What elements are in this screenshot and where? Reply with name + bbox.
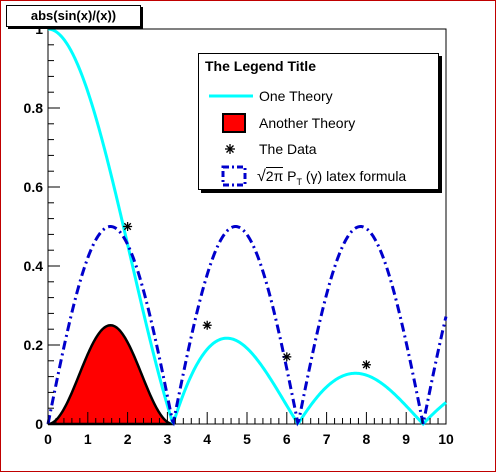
x-tick-label-0: 0 xyxy=(44,431,52,447)
legend-label-the-data: The Data xyxy=(259,141,317,157)
x-tick-label-8: 8 xyxy=(363,431,371,447)
series-latex-formula-line xyxy=(46,224,448,427)
x-tick-label-7: 7 xyxy=(323,431,331,447)
formula-p: P xyxy=(287,168,297,184)
sqrt-sign: √ xyxy=(257,168,266,185)
data-point-1 xyxy=(123,222,133,231)
x-tick-label-9: 9 xyxy=(402,431,410,447)
legend-entry-another-theory: Another Theory xyxy=(199,111,435,135)
series-another-theory-area xyxy=(47,323,174,426)
formula-rest: (γ) latex formula xyxy=(301,168,407,184)
x-tick-label-6: 6 xyxy=(283,431,291,447)
formula-subscript: T xyxy=(296,176,302,187)
data-point-2 xyxy=(202,320,212,330)
y-tick-label-0.4: 0.4 xyxy=(24,258,44,274)
legend-label-latex-formula: √2π PT (γ) latex formula xyxy=(257,167,407,187)
legend-symbol-line xyxy=(209,94,253,98)
plot-title: abs(sin(x)/(x)) xyxy=(6,5,141,27)
legend: The Legend Title One Theory Another Theo… xyxy=(198,53,439,190)
legend-label-one-theory: One Theory xyxy=(259,88,333,104)
x-tick-label-10: 10 xyxy=(438,431,454,447)
y-tick-label-0.6: 0.6 xyxy=(24,179,44,195)
x-tick-label-2: 2 xyxy=(124,431,132,447)
data-point-4 xyxy=(361,360,371,370)
y-tick-label-0: 0 xyxy=(35,416,43,432)
legend-entry-one-theory: One Theory xyxy=(199,84,435,108)
legend-symbol-filled-box xyxy=(222,113,246,133)
legend-symbol-star-marker xyxy=(225,144,235,154)
y-tick-label-0.2: 0.2 xyxy=(24,337,44,353)
data-point-3 xyxy=(282,352,292,362)
series-one-theory-line xyxy=(47,27,447,427)
legend-entry-the-data: The Data xyxy=(199,137,435,161)
x-tick-label-5: 5 xyxy=(243,431,251,447)
x-tick-label-1: 1 xyxy=(84,431,92,447)
legend-title: The Legend Title xyxy=(205,58,316,74)
x-tick-label-3: 3 xyxy=(164,431,172,447)
x-tick-label-4: 4 xyxy=(203,431,211,447)
y-tick-label-0.8: 0.8 xyxy=(24,100,44,116)
legend-symbol-dash-dot-box xyxy=(221,165,247,187)
y-tick-label-1: 1 xyxy=(35,21,43,37)
legend-entry-latex-formula: √2π PT (γ) latex formula xyxy=(199,164,435,188)
sqrt-radicand: 2π xyxy=(265,167,284,184)
legend-label-another-theory: Another Theory xyxy=(259,115,356,131)
